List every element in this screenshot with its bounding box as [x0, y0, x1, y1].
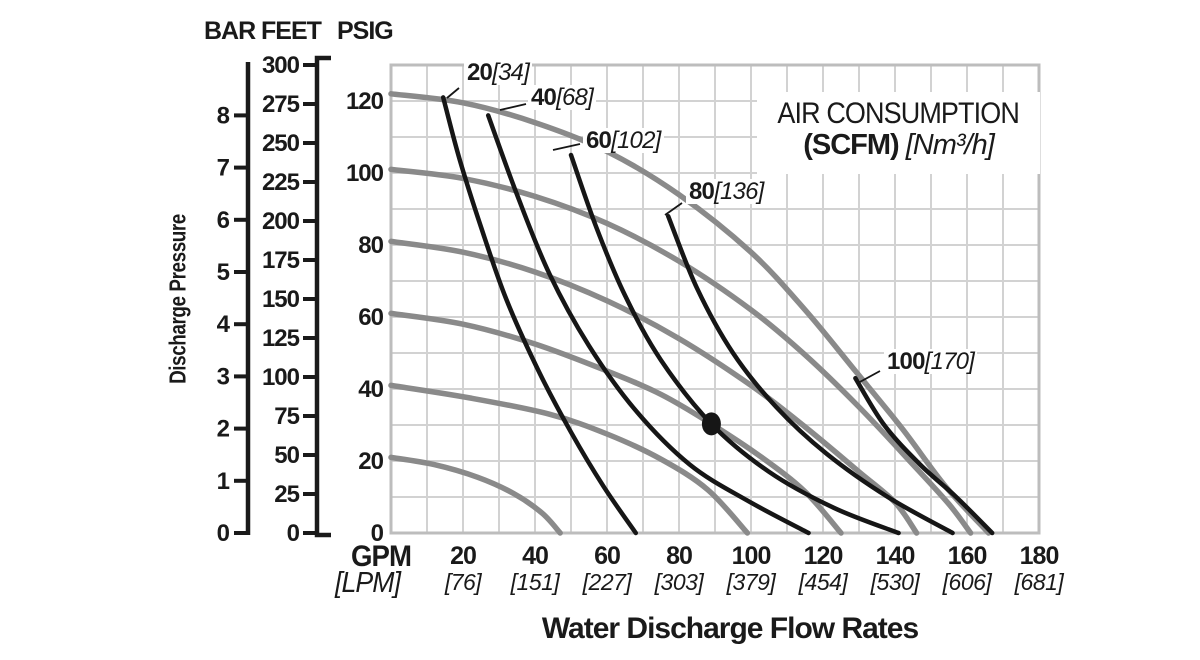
air-curve-label-20scfm: 20[34] — [464, 59, 532, 86]
gpm-tick-label: 20 — [450, 542, 476, 570]
psig-tick-label: 20 — [358, 448, 383, 475]
air-curve-label-leader — [857, 370, 881, 384]
bar-tick-label: 6 — [217, 207, 230, 234]
air-consumption-curve-60scfm — [568, 152, 901, 536]
air-consumption-legend: AIR CONSUMPTION (SCFM) [Nm³/h] — [757, 92, 1040, 174]
feet-tick-label: 125 — [262, 325, 300, 352]
psig-tick-label: 0 — [371, 520, 384, 547]
performance-curve-40psig — [388, 382, 751, 536]
feet-tick-label: 25 — [274, 481, 299, 508]
performance-curve-60psig — [388, 310, 844, 536]
air-curve-label-leader — [499, 103, 527, 111]
air-curve-label-leader — [552, 143, 581, 151]
bar-tick-label: 8 — [217, 102, 230, 129]
legend-nm3h: [Nm³/h] — [905, 129, 995, 161]
feet-tick-label: 300 — [262, 52, 300, 79]
lpm-tick-label: [303] — [654, 569, 705, 595]
bar-tick-label: 7 — [217, 155, 230, 182]
feet-tick-label: 75 — [274, 403, 299, 430]
psig-tick-label: 40 — [358, 376, 383, 403]
gpm-tick-label: 100 — [732, 542, 771, 570]
air-curve-label-scfm: 100 — [887, 348, 925, 375]
lpm-tick-label: [681] — [1014, 569, 1065, 595]
feet-tick-label: 150 — [262, 286, 300, 313]
gpm-unit-label: GPM — [351, 540, 412, 573]
lpm-tick-label: [379] — [726, 569, 777, 595]
performance-curve-80psig — [388, 238, 920, 536]
psig-tick-label: 80 — [358, 232, 383, 259]
feet-tick-label: 50 — [274, 442, 299, 469]
gpm-tick-label: 180 — [1020, 542, 1059, 570]
lpm-tick-label: [227] — [582, 569, 633, 595]
air-curve-label-scfm: 20 — [467, 59, 493, 86]
psig-tick-label: 100 — [346, 160, 384, 187]
feet-tick-label: 250 — [262, 130, 300, 157]
feet-scale-header: FEET — [261, 17, 322, 45]
air-curve-label-nm3h: [34] — [492, 59, 530, 86]
lpm-tick-label: [151] — [510, 569, 561, 595]
example-point-dot — [701, 412, 721, 436]
air-curve-label-100scfm: 100[170] — [884, 348, 978, 375]
bar-tick-label: 1 — [217, 468, 230, 495]
air-consumption-curve-20scfm — [440, 95, 639, 536]
y-axis-title: Discharge Pressure — [164, 214, 191, 384]
feet-axis-line — [314, 55, 331, 538]
bar-tick-label: 5 — [217, 259, 230, 286]
lpm-tick-label: [454] — [798, 569, 849, 595]
bar-scale-header: BAR — [204, 17, 256, 45]
air-consumption-curve-100scfm — [853, 375, 995, 536]
lpm-unit-label: [LPM] — [335, 567, 401, 599]
psig-scale-header: PSIG — [337, 17, 394, 45]
air-curve-label-scfm: 80 — [689, 178, 715, 205]
bar-tick-label: 0 — [217, 520, 230, 547]
air-curve-label-80scfm: 80[136] — [686, 178, 767, 205]
x-axis-title: Water Discharge Flow Rates — [541, 612, 919, 645]
feet-tick-label: 0 — [287, 520, 300, 547]
air-curve-label-nm3h: [136] — [714, 178, 764, 205]
feet-tick-label: 175 — [262, 247, 300, 274]
air-consumption-curve-40scfm — [485, 113, 811, 536]
legend-scfm: (SCFM) — [803, 129, 899, 161]
feet-tick-label: 200 — [262, 208, 300, 235]
gpm-tick-label: 60 — [594, 542, 620, 570]
performance-curve-120psig — [388, 91, 992, 536]
feet-tick-label: 100 — [262, 364, 300, 391]
lpm-tick-label: [530] — [870, 569, 921, 595]
legend-title: AIR CONSUMPTION — [777, 97, 1020, 130]
bar-tick-label: 4 — [217, 311, 231, 338]
gpm-tick-label: 40 — [522, 542, 548, 570]
legend-title-row: AIR CONSUMPTION — [757, 92, 1040, 129]
psig-tick-label: 120 — [346, 88, 384, 115]
lpm-tick-label: [606] — [942, 569, 993, 595]
legend-units: (SCFM) [Nm³/h] — [757, 131, 1040, 160]
air-curve-label-scfm: 40 — [531, 84, 557, 111]
psig-tick-label: 60 — [358, 304, 383, 331]
gpm-tick-label: 160 — [948, 542, 987, 570]
gpm-tick-label: 80 — [666, 542, 692, 570]
air-curve-label-60scfm: 60[102] — [583, 127, 664, 154]
feet-tick-label: 225 — [262, 169, 300, 196]
bar-tick-label: 2 — [217, 416, 230, 443]
air-curve-label-nm3h: [170] — [924, 348, 975, 375]
lpm-tick-label: [76] — [444, 569, 482, 595]
plot-border — [389, 63, 1041, 535]
air-curve-label-leader — [446, 87, 460, 99]
air-curve-label-leader — [664, 202, 683, 216]
air-curve-label-nm3h: [102] — [611, 127, 661, 154]
feet-tick-label: 275 — [262, 91, 300, 118]
performance-curve-20psig — [388, 454, 563, 536]
air-curve-label-nm3h: [68] — [556, 84, 594, 111]
gpm-tick-label: 140 — [876, 542, 915, 570]
gpm-tick-label: 120 — [804, 542, 843, 570]
air-consumption-curve-80scfm — [665, 213, 955, 536]
bar-tick-label: 3 — [217, 363, 230, 390]
air-curve-label-40scfm: 40[68] — [528, 84, 596, 111]
air-curve-label-scfm: 60 — [586, 127, 612, 154]
